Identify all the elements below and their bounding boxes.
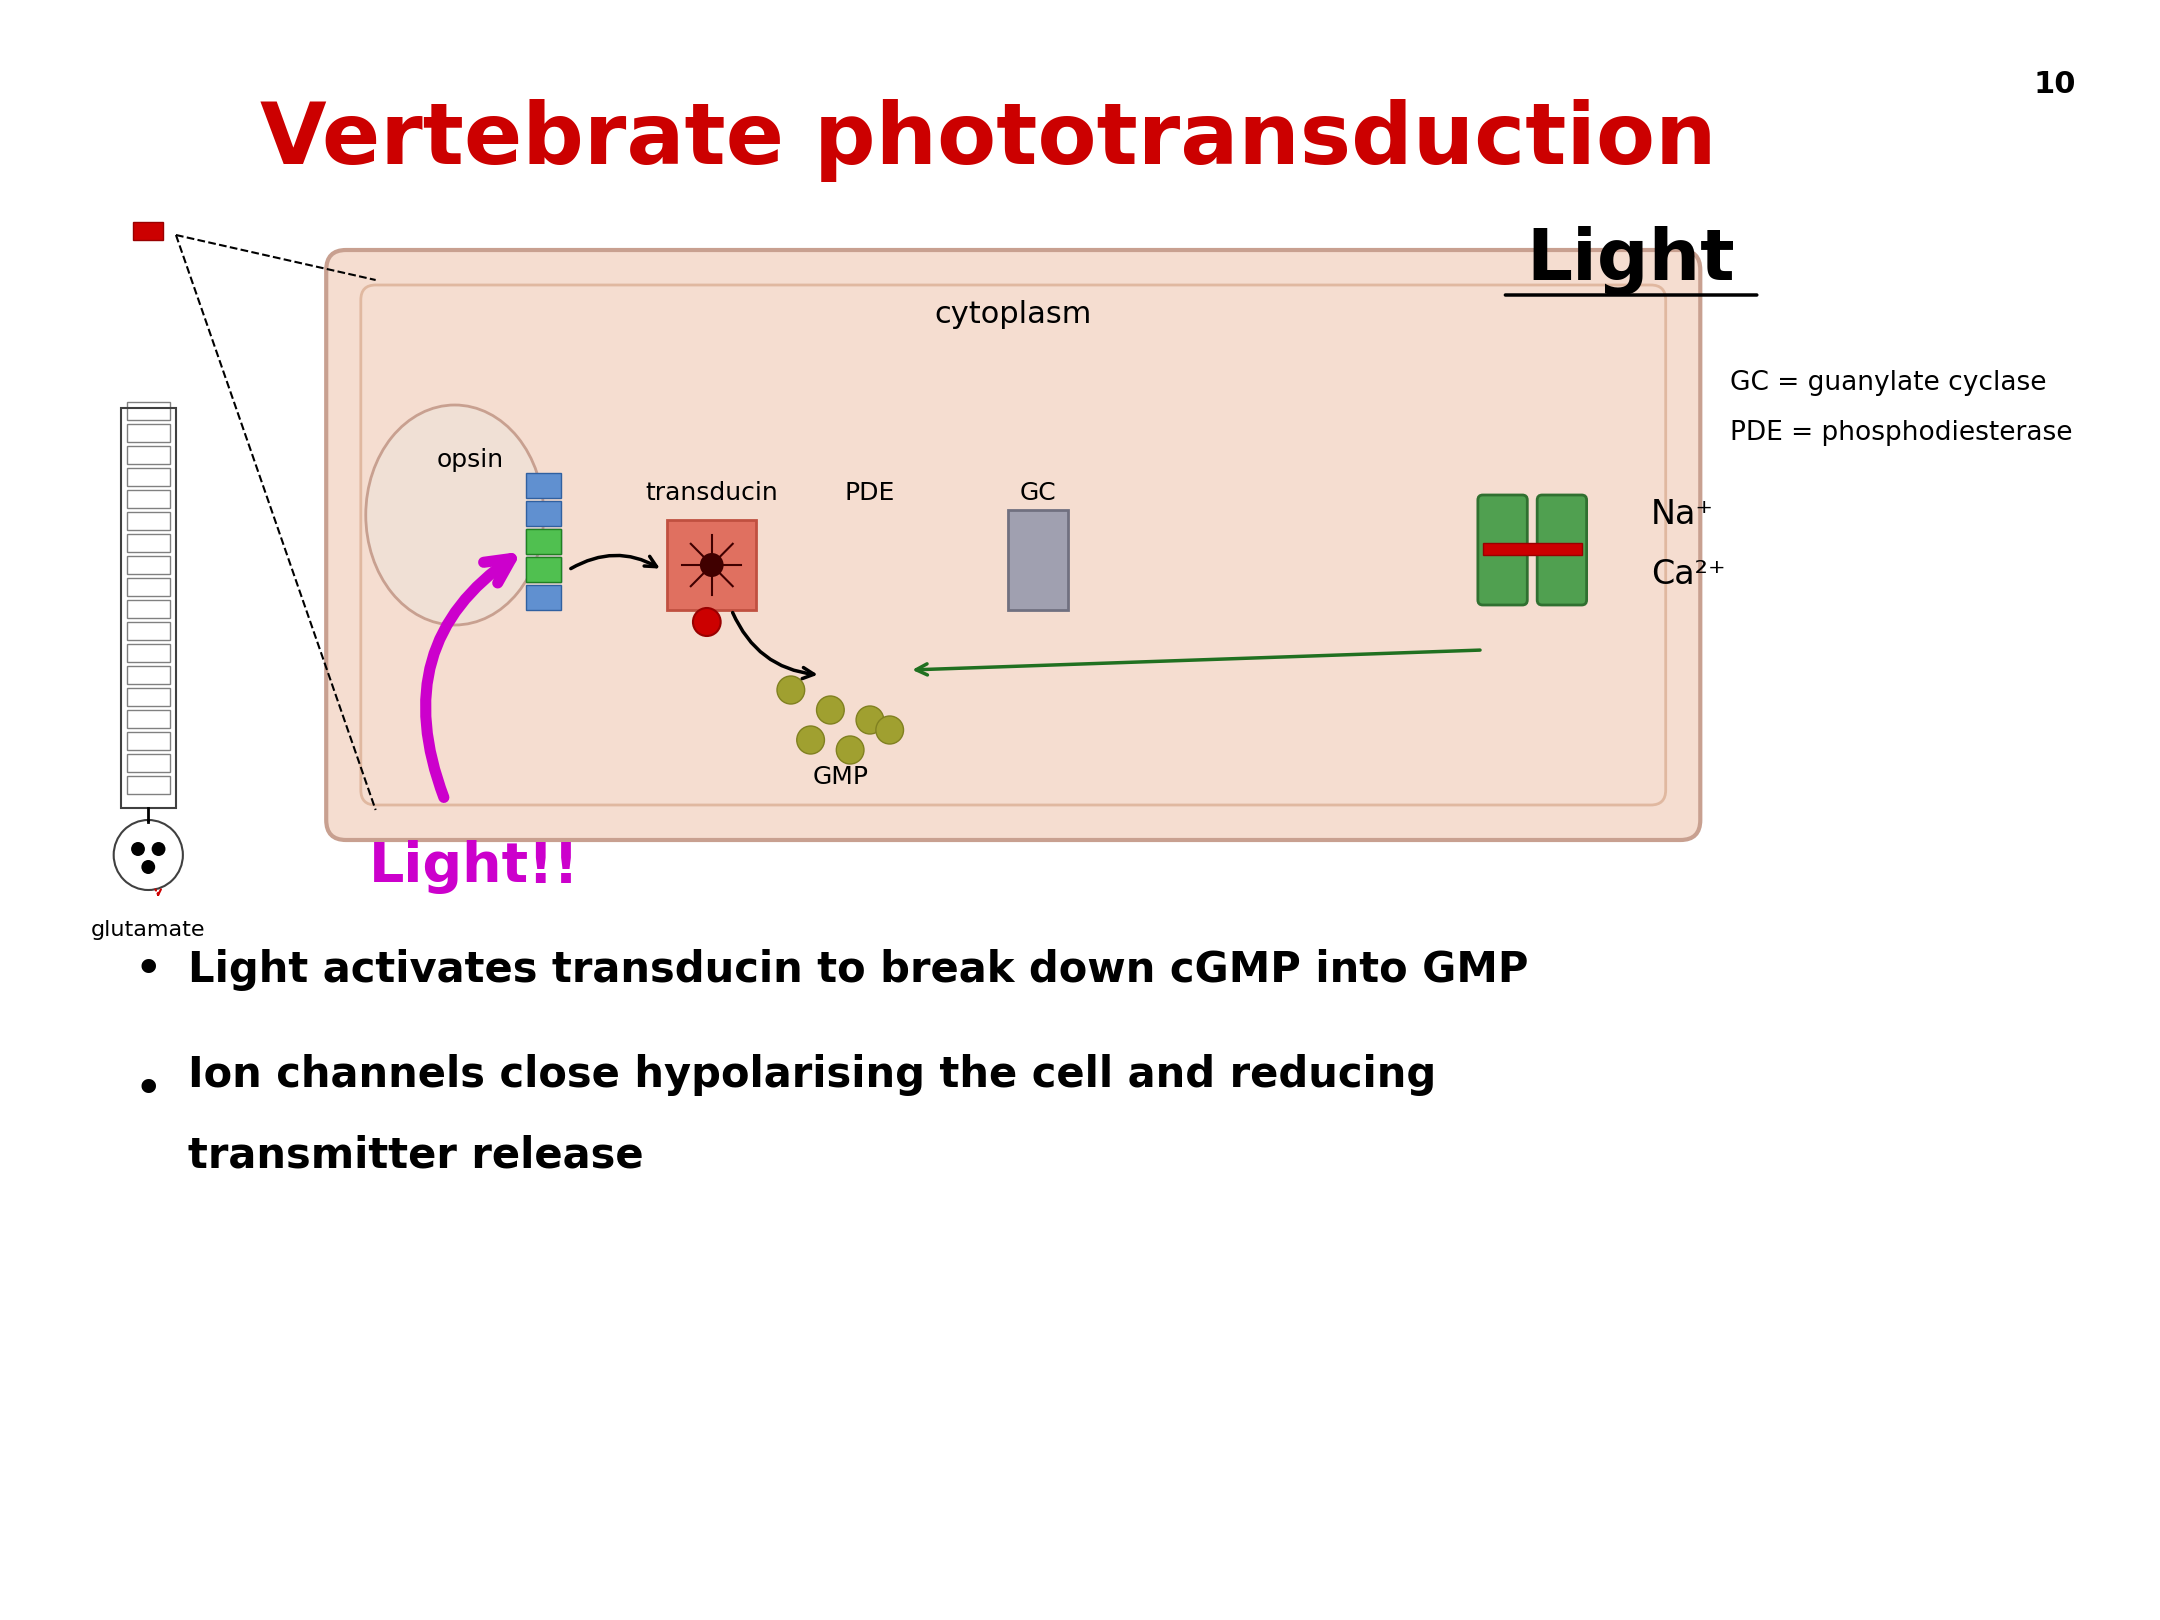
- Circle shape: [855, 706, 883, 734]
- Bar: [525, 557, 562, 582]
- Bar: [127, 424, 171, 442]
- Circle shape: [700, 552, 724, 577]
- FancyArrowPatch shape: [426, 559, 512, 797]
- Text: 10: 10: [2033, 70, 2076, 99]
- Text: •: •: [134, 1066, 162, 1115]
- Bar: [127, 732, 171, 750]
- Circle shape: [875, 716, 903, 744]
- Text: GC = guanylate cyclase: GC = guanylate cyclase: [1730, 369, 2046, 395]
- FancyBboxPatch shape: [1477, 496, 1527, 604]
- Bar: [667, 520, 756, 611]
- Bar: [525, 501, 562, 526]
- Circle shape: [797, 726, 825, 753]
- Text: Na⁺: Na⁺: [1650, 499, 1713, 531]
- Text: PDE = phosphodiesterase: PDE = phosphodiesterase: [1730, 420, 2071, 446]
- Bar: [127, 710, 171, 727]
- Circle shape: [140, 860, 156, 875]
- Circle shape: [693, 608, 721, 637]
- Bar: [127, 402, 171, 420]
- Bar: [127, 776, 171, 794]
- Circle shape: [132, 842, 145, 855]
- Bar: [121, 408, 175, 808]
- Text: Light activates transducin to break down cGMP into GMP: Light activates transducin to break down…: [188, 949, 1529, 991]
- Bar: [127, 468, 171, 486]
- Bar: [127, 599, 171, 617]
- Bar: [127, 446, 171, 463]
- Circle shape: [114, 820, 184, 889]
- Circle shape: [151, 842, 166, 855]
- Text: glutamate: glutamate: [91, 920, 205, 940]
- Text: Ion channels close hypolarising the cell and reducing: Ion channels close hypolarising the cell…: [188, 1055, 1436, 1097]
- Text: Light: Light: [1527, 225, 1734, 295]
- Circle shape: [778, 676, 806, 705]
- Text: Light!!: Light!!: [369, 841, 579, 894]
- Bar: [127, 512, 171, 530]
- Text: •: •: [134, 946, 162, 995]
- Text: GC: GC: [1020, 481, 1056, 505]
- Text: cytoplasm: cytoplasm: [935, 300, 1093, 329]
- Bar: [127, 645, 171, 663]
- Bar: [127, 666, 171, 684]
- Text: PDE: PDE: [845, 481, 894, 505]
- FancyBboxPatch shape: [326, 249, 1700, 841]
- Bar: [525, 585, 562, 611]
- Bar: [525, 473, 562, 497]
- Text: GMP: GMP: [812, 765, 868, 789]
- Bar: [127, 753, 171, 773]
- Text: transmitter release: transmitter release: [188, 1134, 644, 1176]
- Circle shape: [836, 735, 864, 765]
- Bar: [127, 622, 171, 640]
- Bar: [1482, 543, 1581, 556]
- Bar: [525, 557, 562, 582]
- Bar: [127, 578, 171, 596]
- Ellipse shape: [365, 405, 544, 625]
- Bar: [127, 688, 171, 706]
- Bar: [1009, 510, 1067, 611]
- Bar: [525, 530, 562, 554]
- Bar: [525, 530, 562, 554]
- Bar: [134, 222, 164, 240]
- Text: Vertebrate phototransduction: Vertebrate phototransduction: [261, 99, 1717, 181]
- Text: opsin: opsin: [436, 449, 503, 471]
- Circle shape: [816, 697, 845, 724]
- FancyBboxPatch shape: [1538, 496, 1588, 604]
- Text: transducin: transducin: [646, 481, 778, 505]
- Bar: [127, 535, 171, 552]
- Bar: [127, 489, 171, 509]
- Bar: [127, 556, 171, 573]
- Text: Ca²⁺: Ca²⁺: [1650, 559, 1726, 591]
